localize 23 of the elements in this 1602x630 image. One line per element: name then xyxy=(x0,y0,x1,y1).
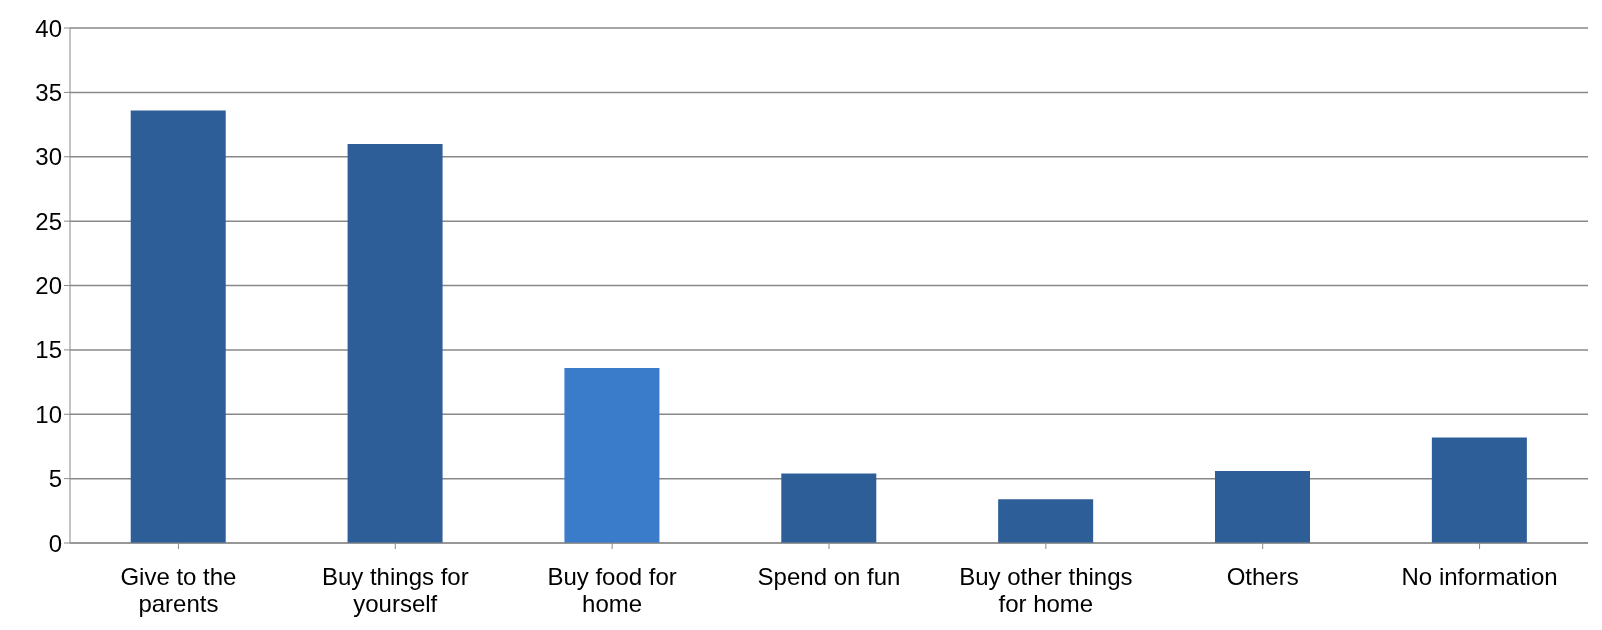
x-tick-label: Others xyxy=(1226,563,1299,590)
y-tick-label: 35 xyxy=(35,78,62,106)
y-tick-label: 20 xyxy=(35,272,62,300)
x-tick-label: Buy food for home xyxy=(547,563,677,617)
x-tick-label: Spend on fun xyxy=(757,563,901,590)
bar xyxy=(130,110,226,543)
y-tick-label: 40 xyxy=(35,14,62,42)
y-tick-label: 15 xyxy=(35,336,62,364)
y-tick-label: 25 xyxy=(35,207,62,235)
y-tick-label: 0 xyxy=(48,529,62,557)
bar xyxy=(998,499,1094,543)
x-tick-label: Buy other things for home xyxy=(959,563,1133,617)
x-tick-label: Buy things for yourself xyxy=(321,563,469,617)
y-tick-label: 10 xyxy=(35,400,62,428)
x-tick-label: Give to the parents xyxy=(120,563,237,617)
bar xyxy=(347,143,443,543)
y-tick-label: 30 xyxy=(35,143,62,171)
bar xyxy=(564,367,660,543)
bar xyxy=(1431,437,1527,543)
x-tick-label: No information xyxy=(1401,563,1558,590)
bar xyxy=(1215,470,1311,543)
y-tick-label: 5 xyxy=(48,465,62,493)
bar xyxy=(781,473,877,543)
